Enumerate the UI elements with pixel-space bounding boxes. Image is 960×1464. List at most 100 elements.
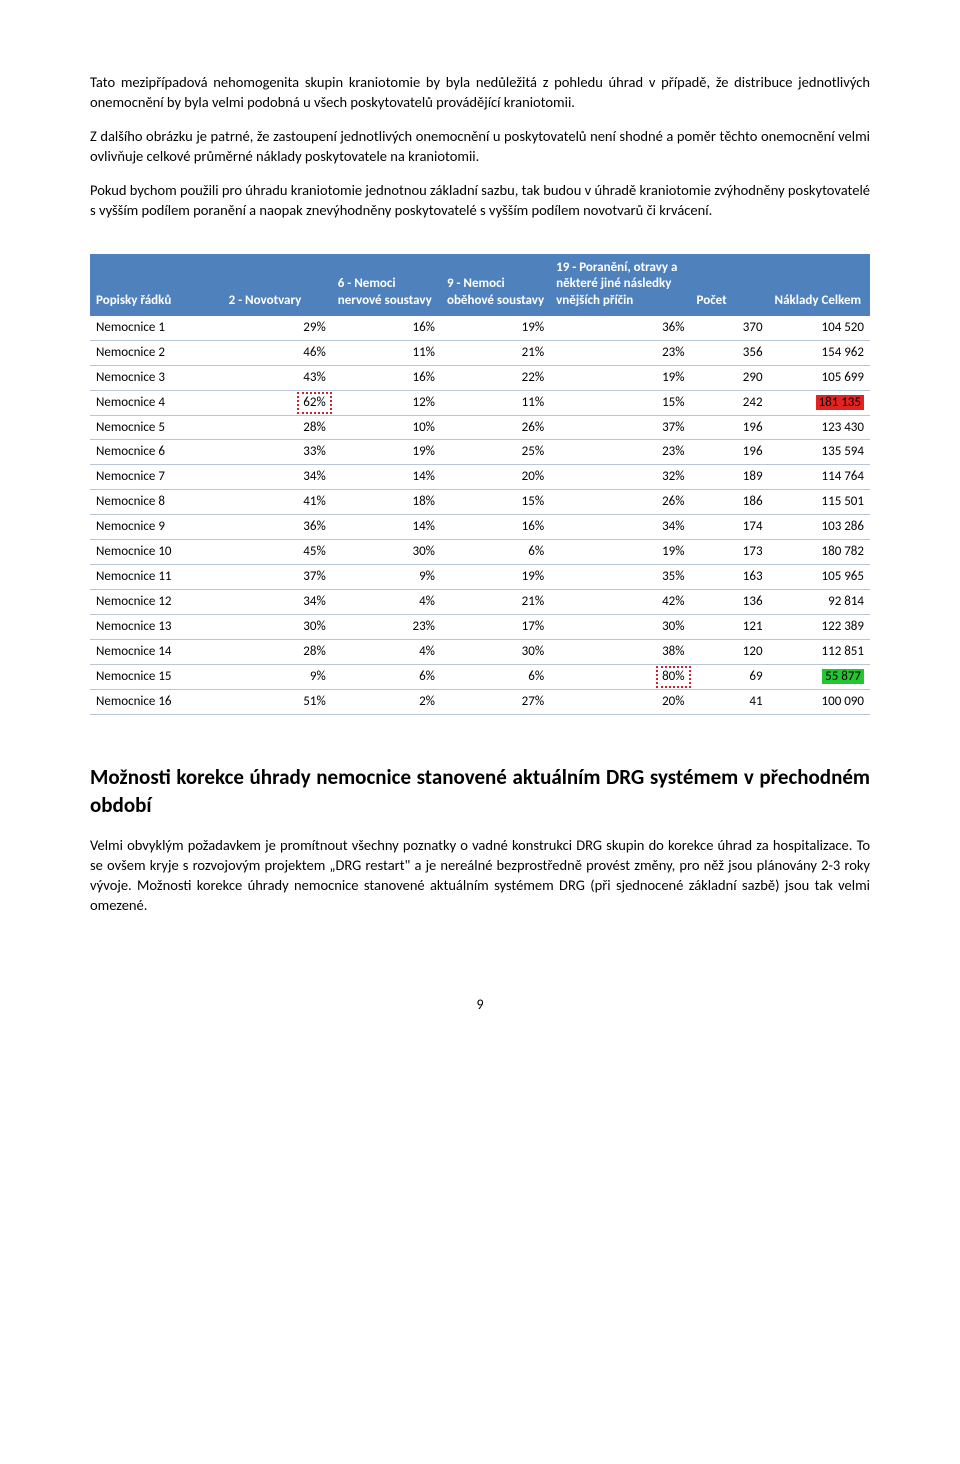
highlight-box: 62% [297, 392, 331, 414]
row-label: Nemocnice 10 [90, 540, 223, 565]
table-cell: 16% [441, 515, 550, 540]
table-cell: 122 389 [769, 615, 870, 640]
data-table-wrap: Popisky řádků 2 - Novotvary 6 - Nemoci n… [90, 254, 870, 715]
table-row: Nemocnice 159%6%6%80%6955 877 [90, 664, 870, 689]
hospital-table: Popisky řádků 2 - Novotvary 6 - Nemoci n… [90, 254, 870, 715]
row-label: Nemocnice 8 [90, 490, 223, 515]
table-cell: 43% [223, 365, 332, 390]
table-cell: 41% [223, 490, 332, 515]
table-cell: 9% [332, 565, 441, 590]
table-cell: 19% [550, 540, 690, 565]
table-cell: 19% [550, 365, 690, 390]
col-header-naklady: Náklady Celkem [769, 254, 870, 315]
row-label: Nemocnice 14 [90, 639, 223, 664]
table-cell: 45% [223, 540, 332, 565]
table-cell: 34% [550, 515, 690, 540]
table-cell: 69 [691, 664, 769, 689]
table-cell: 27% [441, 689, 550, 714]
table-cell: 26% [550, 490, 690, 515]
row-label: Nemocnice 15 [90, 664, 223, 689]
table-cell: 25% [441, 440, 550, 465]
table-row: Nemocnice 528%10%26%37%196123 430 [90, 415, 870, 440]
row-label: Nemocnice 9 [90, 515, 223, 540]
table-cell: 173 [691, 540, 769, 565]
table-cell: 370 [691, 315, 769, 340]
table-cell: 26% [441, 415, 550, 440]
table-row: Nemocnice 246%11%21%23%356154 962 [90, 340, 870, 365]
table-cell: 16% [332, 365, 441, 390]
table-row: Nemocnice 841%18%15%26%186115 501 [90, 490, 870, 515]
table-cell: 135 594 [769, 440, 870, 465]
paragraph-1: Tato mezipřípadová nehomogenita skupin k… [90, 72, 870, 112]
table-cell: 4% [332, 639, 441, 664]
row-label: Nemocnice 7 [90, 465, 223, 490]
table-cell: 180 782 [769, 540, 870, 565]
table-cell: 28% [223, 639, 332, 664]
table-cell: 105 965 [769, 565, 870, 590]
table-cell: 19% [332, 440, 441, 465]
table-cell: 17% [441, 615, 550, 640]
table-cell: 136 [691, 590, 769, 615]
table-row: Nemocnice 129%16%19%36%370104 520 [90, 315, 870, 340]
table-cell: 20% [441, 465, 550, 490]
table-cell: 35% [550, 565, 690, 590]
col-header-poraneni: 19 - Poranění, otravy a některé jiné nás… [550, 254, 690, 315]
table-cell: 20% [550, 689, 690, 714]
table-cell: 196 [691, 415, 769, 440]
table-row: Nemocnice 633%19%25%23%196135 594 [90, 440, 870, 465]
table-cell: 12% [332, 390, 441, 415]
table-cell: 356 [691, 340, 769, 365]
table-cell: 92 814 [769, 590, 870, 615]
table-cell: 32% [550, 465, 690, 490]
table-cell: 15% [550, 390, 690, 415]
col-header-obehove: 9 - Nemoci oběhové soustavy [441, 254, 550, 315]
row-label: Nemocnice 3 [90, 365, 223, 390]
table-cell: 105 699 [769, 365, 870, 390]
table-cell: 22% [441, 365, 550, 390]
table-cell: 112 851 [769, 639, 870, 664]
table-cell: 189 [691, 465, 769, 490]
table-row: Nemocnice 1234%4%21%42%13692 814 [90, 590, 870, 615]
table-cell: 23% [332, 615, 441, 640]
table-cell: 103 286 [769, 515, 870, 540]
table-cell: 41 [691, 689, 769, 714]
table-row: Nemocnice 1137%9%19%35%163105 965 [90, 565, 870, 590]
paragraph-4: Velmi obvyklým požadavkem je promítnout … [90, 835, 870, 915]
table-cell: 36% [223, 515, 332, 540]
row-label: Nemocnice 6 [90, 440, 223, 465]
table-cell: 120 [691, 639, 769, 664]
table-cell: 62% [223, 390, 332, 415]
table-cell: 11% [332, 340, 441, 365]
table-cell: 196 [691, 440, 769, 465]
table-cell: 51% [223, 689, 332, 714]
table-cell: 23% [550, 440, 690, 465]
table-row: Nemocnice 734%14%20%32%189114 764 [90, 465, 870, 490]
table-row: Nemocnice 1651%2%27%20%41100 090 [90, 689, 870, 714]
row-label: Nemocnice 13 [90, 615, 223, 640]
table-row: Nemocnice 462%12%11%15%242181 135 [90, 390, 870, 415]
table-cell: 19% [441, 315, 550, 340]
table-cell: 21% [441, 590, 550, 615]
highlight-red: 181 135 [816, 395, 864, 410]
table-cell: 28% [223, 415, 332, 440]
table-cell: 21% [441, 340, 550, 365]
table-cell: 37% [550, 415, 690, 440]
highlight-green: 55 877 [822, 669, 864, 684]
table-row: Nemocnice 1330%23%17%30%121122 389 [90, 615, 870, 640]
table-cell: 115 501 [769, 490, 870, 515]
table-row: Nemocnice 343%16%22%19%290105 699 [90, 365, 870, 390]
table-cell: 36% [550, 315, 690, 340]
table-cell: 163 [691, 565, 769, 590]
col-header-pocet: Počet [691, 254, 769, 315]
table-cell: 4% [332, 590, 441, 615]
section-title: Možnosti korekce úhrady nemocnice stanov… [90, 763, 870, 820]
table-cell: 114 764 [769, 465, 870, 490]
table-cell: 18% [332, 490, 441, 515]
table-cell: 30% [441, 639, 550, 664]
table-cell: 10% [332, 415, 441, 440]
col-header-novotvary: 2 - Novotvary [223, 254, 332, 315]
table-row: Nemocnice 936%14%16%34%174103 286 [90, 515, 870, 540]
table-cell: 33% [223, 440, 332, 465]
row-label: Nemocnice 1 [90, 315, 223, 340]
table-cell: 290 [691, 365, 769, 390]
